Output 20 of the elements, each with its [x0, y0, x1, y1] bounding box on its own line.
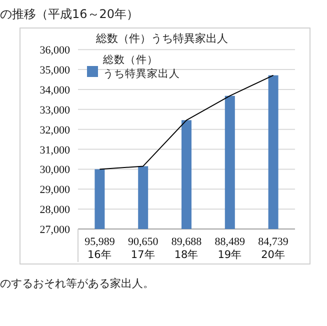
- text: の推移（平成16～20年）: [0, 7, 139, 21]
- y-tick-label: 31,000: [40, 144, 70, 156]
- y-tick-label: 28,000: [40, 204, 70, 216]
- legend-title: 総数（件）: [102, 54, 158, 66]
- y-tick-label: 35,000: [40, 64, 70, 77]
- y-tick-label: 27,000: [40, 224, 70, 236]
- x-tick-label: 90,650 17年: [128, 236, 159, 261]
- y-tick-label: 30,000: [40, 164, 70, 176]
- text: のするおそれ等がある家出人。: [0, 277, 154, 290]
- chart-title: 総数（件）うち特異家出人: [95, 32, 228, 45]
- x-tick-label: 95,989 16年: [84, 236, 116, 261]
- x-tick-label: 88,489 19年: [214, 236, 246, 261]
- y-tick-label: 29,000: [40, 184, 70, 196]
- y-tick-label: 33,000: [40, 104, 70, 116]
- x-tick-label: 89,688 18年: [171, 236, 202, 261]
- y-tick-label: 34,000: [40, 84, 70, 96]
- y-tick-label: 36,000: [40, 44, 70, 57]
- y-tick-label: 32,000: [40, 124, 70, 136]
- x-tick-label: 84,739 20年: [258, 236, 289, 261]
- legend-label: うち特異家出人: [103, 67, 180, 80]
